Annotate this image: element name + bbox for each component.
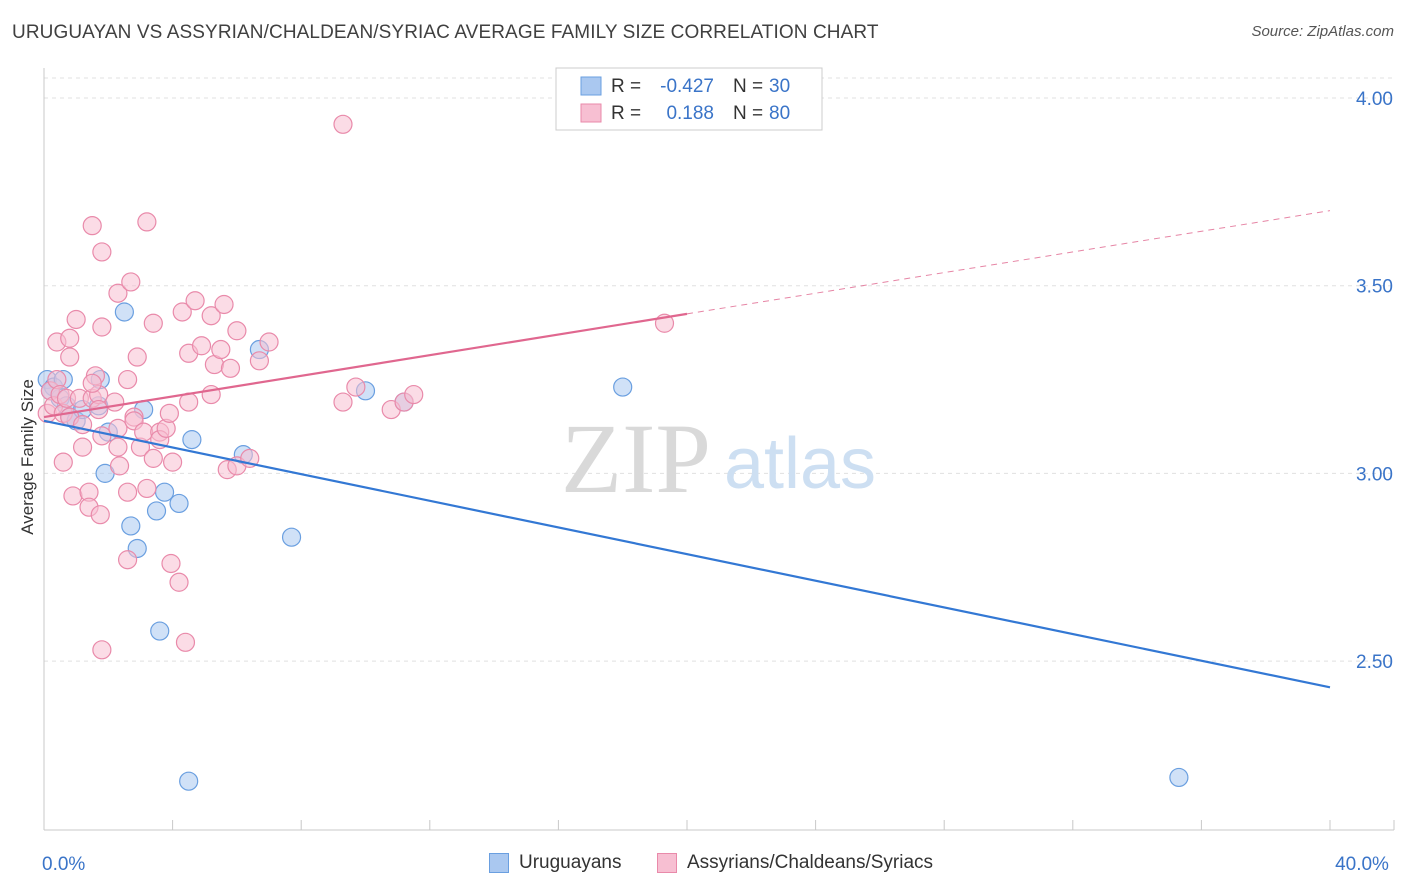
legend-swatch-uruguayans (489, 853, 509, 873)
uruguayan-point (179, 771, 199, 791)
y-tick-label: 3.00 (1356, 464, 1393, 485)
assyrian-point (53, 452, 73, 472)
uruguayan-point (613, 377, 633, 397)
uruguayan-point (281, 527, 302, 547)
assyrian-point (163, 452, 183, 472)
legend-swatch-pink (580, 103, 602, 123)
assyrian-point (82, 216, 102, 236)
legend-swatch-blue (580, 76, 602, 96)
assyrian-point (109, 456, 130, 476)
assyrian-point (404, 384, 424, 405)
assyrian-point (137, 212, 157, 232)
legend-n-label: N = (733, 103, 763, 124)
assyrian-point (161, 553, 181, 574)
assyrian-point (92, 426, 112, 446)
assyrian-point (214, 294, 234, 315)
legend-r-label: R = (611, 103, 641, 124)
watermark-zip: ZIP (561, 403, 711, 514)
assyrian-point (72, 437, 93, 457)
axes: 2.50 3.00 3.50 4.00 0.0% 40.0% (42, 68, 1395, 875)
assyrian-point (172, 302, 192, 322)
assyrian-point (175, 632, 196, 652)
assyrian-point (169, 572, 189, 592)
legend-r-value: -0.427 (660, 76, 714, 97)
assyrian-trend-line-extension (686, 210, 1331, 315)
y-tick-label: 3.50 (1356, 277, 1393, 298)
legend-n-value: 80 (769, 103, 790, 124)
y-tick-label: 4.00 (1356, 89, 1393, 110)
assyrian-point (259, 332, 279, 352)
assyrian-point (60, 328, 80, 348)
assyrian-point (220, 358, 241, 378)
uruguayan-point (114, 302, 134, 322)
assyrian-point (185, 291, 205, 311)
uruguayan-point (150, 621, 170, 641)
uruguayan-point (121, 516, 141, 536)
assyrian-point (127, 347, 147, 367)
assyrian-point (108, 418, 128, 438)
watermark: ZIP atlas (561, 403, 876, 514)
assyrian-point (143, 448, 163, 468)
legend-n-label: N = (733, 76, 763, 97)
assyrian-point (90, 505, 110, 525)
watermark-atlas: atlas (724, 424, 876, 504)
x-tick-label: 40.0% (1335, 854, 1389, 875)
chart-title: URUGUAYAN VS ASSYRIAN/CHALDEAN/SYRIAC AV… (12, 22, 879, 43)
correlation-legend: R = -0.427 N = 30 R = 0.188 N = 80 (555, 67, 823, 131)
assyrian-point (117, 369, 138, 390)
gridlines (44, 77, 1394, 662)
legend-item-assyrians: Assyrians/Chaldeans/Syriacs (657, 852, 933, 874)
assyrian-point (60, 347, 80, 367)
y-axis-label: Average Family Size (18, 379, 37, 535)
assyrian-point (66, 309, 86, 330)
uruguayan-point (182, 430, 202, 450)
assyrian-point (134, 422, 154, 442)
assyrian-point (159, 403, 179, 423)
legend-label-assyrians: Assyrians/Chaldeans/Syriacs (687, 852, 934, 873)
legend-item-uruguayans: Uruguayans (489, 852, 621, 874)
assyrian-point (63, 486, 83, 506)
assyrian-point (105, 392, 125, 412)
legend-n-value: 30 (769, 76, 790, 97)
legend-label-uruguayans: Uruguayans (519, 852, 622, 873)
assyrian-point (117, 550, 138, 570)
trend-lines (43, 210, 1331, 689)
data-points (37, 114, 1189, 791)
assyrian-point (92, 317, 112, 337)
assyrian-point (117, 482, 138, 502)
assyrian-point (108, 437, 128, 457)
assyrian-point (191, 336, 212, 356)
uruguayan-point (146, 501, 167, 521)
series-legend: Uruguayans Assyrians/Chaldeans/Syriacs (0, 852, 1406, 878)
assyrian-point (201, 306, 221, 326)
legend-swatch-assyrians (657, 853, 677, 873)
assyrian-point (333, 114, 353, 134)
assyrian-point (346, 377, 366, 397)
uruguayan-point (1169, 767, 1189, 788)
assyrian-point (82, 373, 102, 393)
assyrian-point (92, 242, 112, 262)
assyrian-point (227, 321, 247, 341)
x-tick-label: 0.0% (42, 854, 85, 875)
y-tick-label: 2.50 (1356, 652, 1393, 673)
assyrian-point (333, 392, 353, 412)
source-credit: Source: ZipAtlas.com (1251, 23, 1394, 40)
assyrian-point (121, 272, 141, 292)
assyrian-point (137, 478, 157, 499)
assyrian-point (211, 339, 231, 360)
assyrian-point (108, 283, 128, 303)
legend-r-value: 0.188 (666, 103, 714, 124)
legend-r-label: R = (611, 76, 641, 97)
assyrian-point (92, 640, 112, 660)
assyrian-point (143, 313, 163, 333)
assyrian-point (249, 351, 270, 371)
assyrian-trend-line (43, 312, 688, 419)
uruguayan-point (169, 493, 189, 514)
uruguayan-trend-line (43, 419, 1331, 689)
